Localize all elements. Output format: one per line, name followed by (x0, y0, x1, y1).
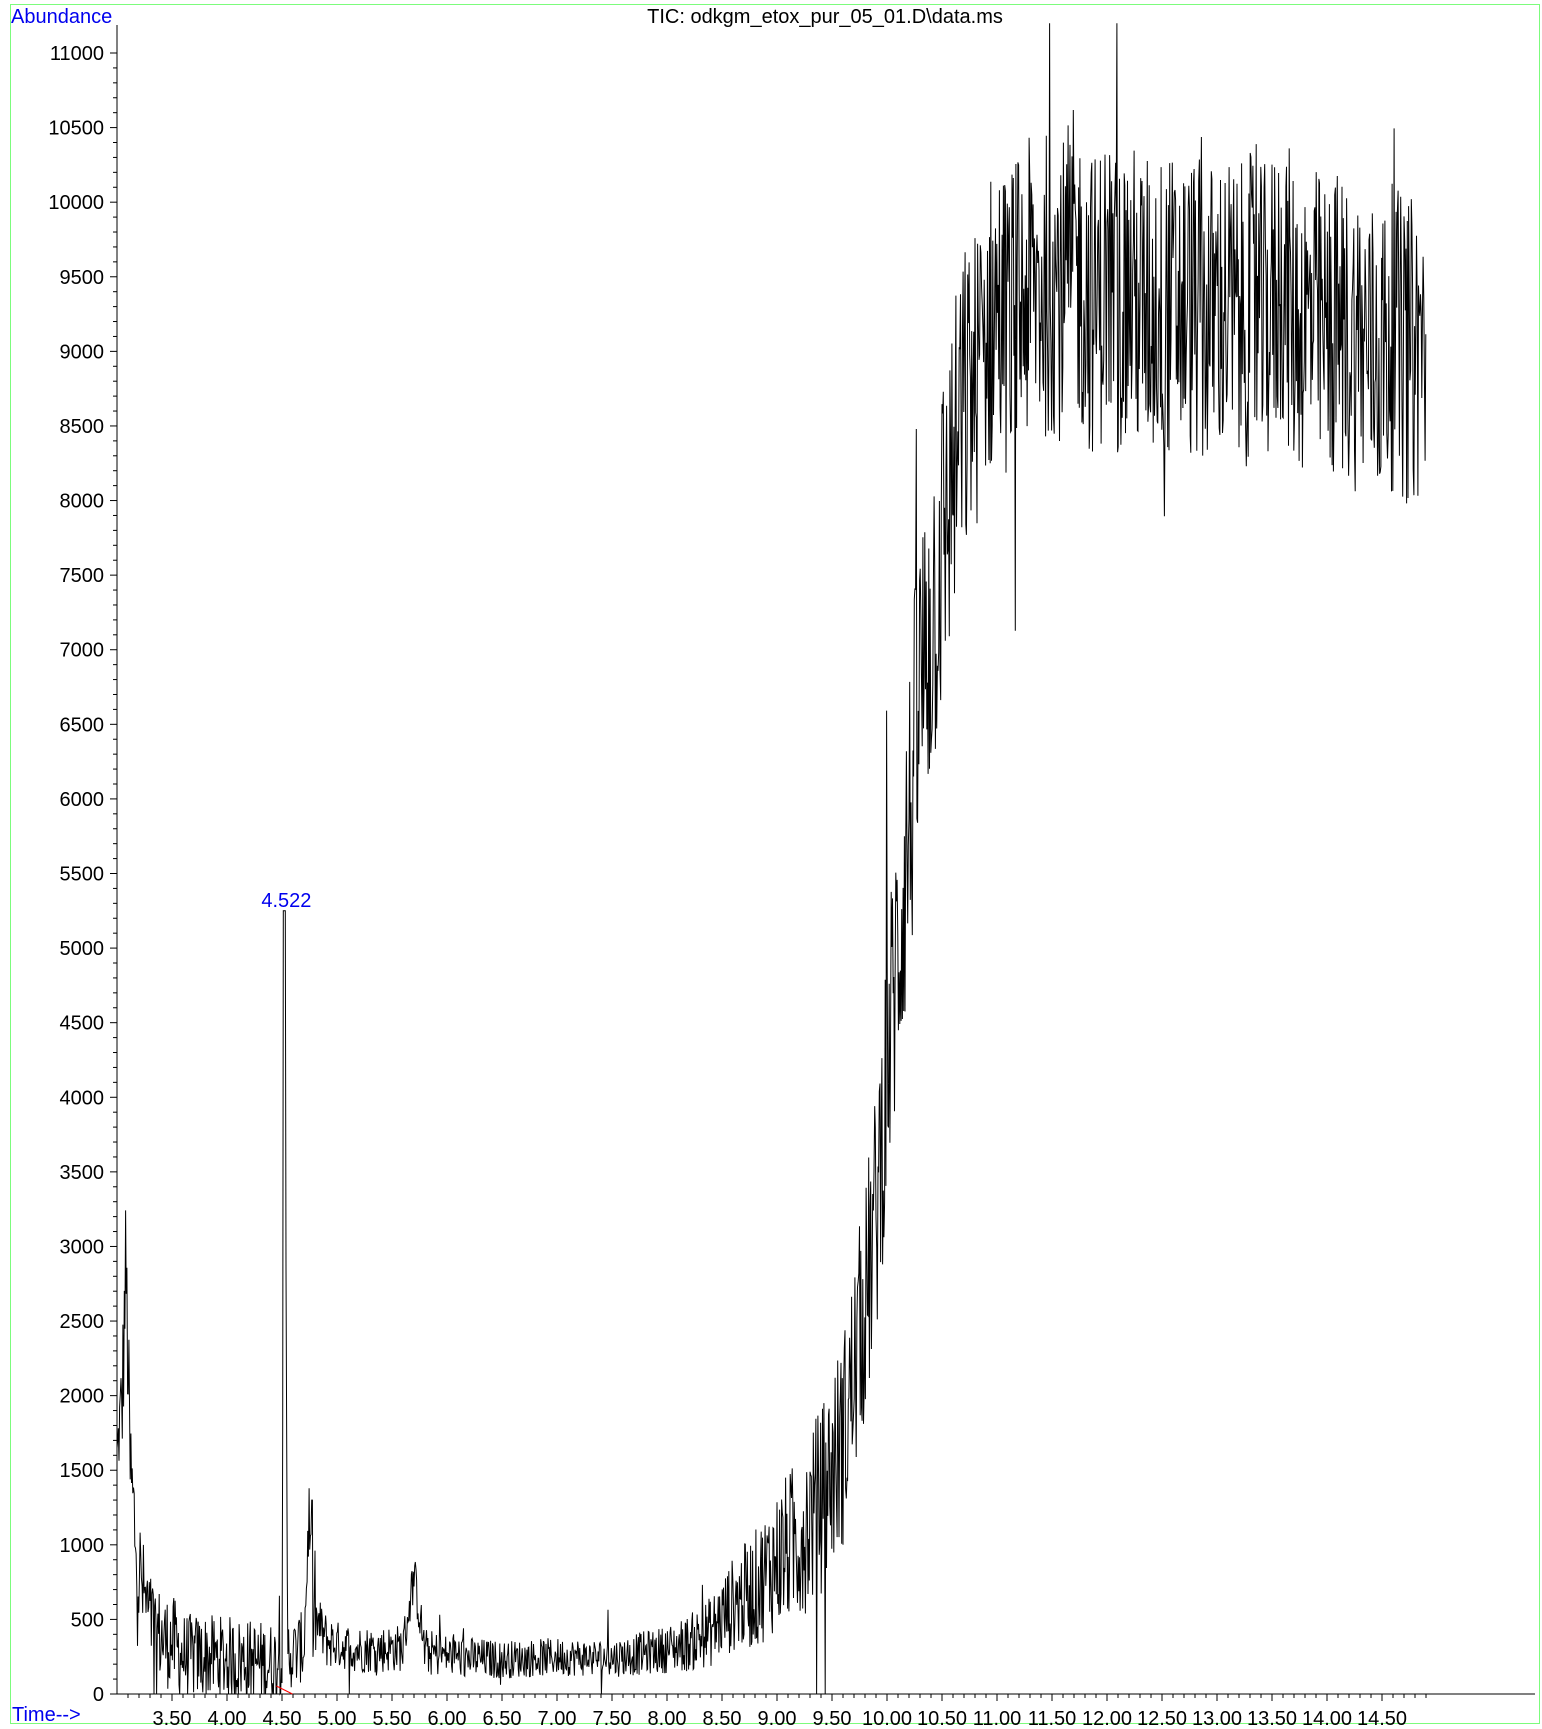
tick-group: 0 500 1000 1500 2000 2500 3000 3500 4000 4500 5000… (48, 43, 1427, 1729)
y-tick-label: 500 (71, 1609, 104, 1631)
x-tick-label: 9.50 (813, 1708, 852, 1729)
y-tick-label: 2500 (60, 1311, 105, 1333)
x-tick-label: 7.00 (538, 1708, 577, 1729)
x-tick-label: 6.00 (428, 1708, 467, 1729)
x-tick-label: 10.50 (917, 1708, 967, 1729)
y-tick-label: 6500 (60, 714, 105, 736)
y-tick-label: 4500 (60, 1013, 105, 1035)
y-tick-label: 2000 (60, 1386, 105, 1408)
peak-baseline (276, 1685, 293, 1695)
y-tick-label: 5000 (60, 938, 105, 960)
x-tick-label: 8.50 (703, 1708, 742, 1729)
x-tick-label: 14.50 (1357, 1708, 1407, 1729)
y-tick-label: 10500 (48, 118, 104, 140)
x-tick-label: 12.50 (1137, 1708, 1187, 1729)
tic-trace (116, 23, 1427, 1696)
x-tick-label: 9.00 (758, 1708, 797, 1729)
y-axis-label: Abundance (11, 6, 113, 28)
x-axis-label: Time--> (12, 1704, 81, 1726)
peak-label-group: 4.522 (261, 890, 311, 1695)
x-tick-label: 5.00 (318, 1708, 357, 1729)
x-tick-label: 4.00 (208, 1708, 247, 1729)
chart-title: TIC: odkgm_etox_pur_05_01.D\data.ms (647, 6, 1003, 28)
x-tick-label: 3.50 (153, 1708, 192, 1729)
axes (116, 25, 1535, 1695)
x-tick-label: 13.50 (1247, 1708, 1297, 1729)
y-tick-label: 9500 (60, 267, 105, 289)
y-tick-label: 7000 (60, 640, 105, 662)
x-tick-label: 11.50 (1028, 1708, 1077, 1729)
y-tick-label: 1000 (60, 1535, 105, 1557)
x-tick-label: 7.50 (593, 1708, 632, 1729)
peak-label: 4.522 (261, 890, 311, 912)
y-tick-label: 8000 (60, 491, 105, 513)
x-tick-label: 4.50 (263, 1708, 302, 1729)
y-tick-label: 11000 (50, 43, 104, 65)
x-tick-label: 11.00 (973, 1708, 1022, 1729)
chart-frame (10, 4, 1540, 1724)
y-tick-label: 6000 (60, 789, 105, 811)
y-tick-label: 10000 (48, 192, 104, 214)
x-tick-label: 5.50 (373, 1708, 412, 1729)
x-tick-label: 13.00 (1192, 1708, 1242, 1729)
y-tick-label: 3000 (60, 1236, 105, 1258)
x-tick-label: 10.00 (862, 1708, 912, 1729)
y-tick-label: 5500 (60, 864, 105, 886)
x-tick-label: 6.50 (483, 1708, 522, 1729)
x-tick-label: 14.00 (1302, 1708, 1352, 1729)
x-tick-label: 12.00 (1082, 1708, 1132, 1729)
y-tick-label: 9000 (60, 341, 105, 363)
y-tick-label: 4000 (60, 1087, 105, 1109)
x-tick-label: 8.00 (648, 1708, 687, 1729)
y-tick-label: 7500 (60, 565, 105, 587)
y-tick-label: 3500 (60, 1162, 105, 1184)
y-tick-label: 1500 (60, 1460, 105, 1482)
trace-group (116, 23, 1427, 1696)
y-tick-label: 8500 (60, 416, 105, 438)
y-tick-label: 0 (93, 1684, 104, 1706)
